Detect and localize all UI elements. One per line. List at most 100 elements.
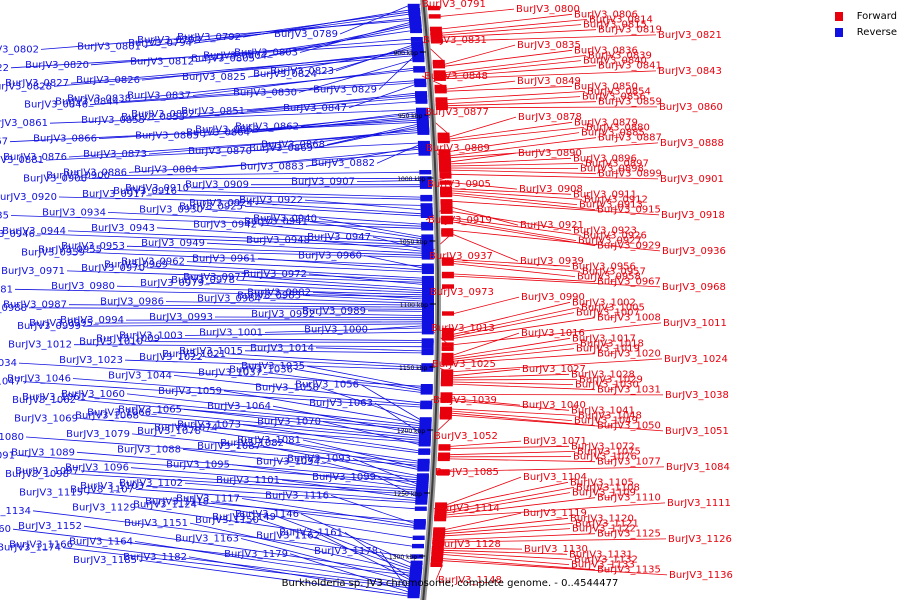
gene-label[interactable]: BurJV3_1009	[96, 334, 160, 345]
gene-label[interactable]: BurJV3_0829	[313, 84, 377, 95]
gene-label[interactable]: BurJV3_0804	[203, 51, 267, 62]
gene-label[interactable]: BurJV3_1016	[521, 328, 585, 339]
gene-label[interactable]: BurJV3_1110	[597, 493, 661, 504]
gene-label[interactable]: BurJV3_0882	[311, 158, 375, 169]
gene-label[interactable]: BurJV3_1152	[18, 521, 82, 532]
gene-label[interactable]: BurJV3_1146	[235, 509, 299, 520]
gene-label[interactable]: BurJV3_1035	[241, 361, 305, 372]
gene-label[interactable]: BurJV3_1029	[579, 374, 643, 385]
gene-label[interactable]: BurJV3_1012	[8, 340, 72, 351]
gene-label[interactable]: BurJV3_1024	[664, 354, 728, 365]
gene-label[interactable]: BurJV3_0900	[46, 171, 110, 182]
gene-label[interactable]: BurJV3_0979	[140, 278, 204, 289]
gene-label[interactable]: BurJV3_1160	[0, 524, 11, 535]
gene-label[interactable]: BurJV3_0930	[139, 204, 203, 215]
gene-label[interactable]: BurJV3_1064	[207, 401, 271, 412]
gene-label[interactable]: BurJV3_1018	[580, 338, 644, 349]
gene-label[interactable]: BurJV3_0982	[247, 287, 311, 298]
gene-label[interactable]: BurJV3_1077	[597, 457, 661, 468]
gene-label[interactable]: BurJV3_0827	[5, 78, 69, 89]
gene-label[interactable]: BurJV3_1014	[250, 343, 314, 354]
gene-label[interactable]: BurJV3_0884	[134, 164, 198, 175]
gene-label[interactable]: BurJV3_0960	[298, 251, 362, 262]
gene-label[interactable]: BurJV3_0919	[428, 215, 492, 226]
gene-label[interactable]: BurJV3_1040	[522, 400, 586, 411]
gene-label[interactable]: BurJV3_0936	[662, 246, 726, 257]
gene-label[interactable]: BurJV3_1050	[597, 421, 661, 432]
gene-label[interactable]: BurJV3_0877	[425, 107, 489, 118]
gene-label[interactable]: BurJV3_0994	[60, 315, 124, 326]
gene-label[interactable]: BurJV3_1021	[162, 349, 226, 360]
gene-label[interactable]: BurJV3_0897	[585, 158, 649, 169]
gene-label[interactable]: BurJV3_0850	[574, 81, 638, 92]
gene-label[interactable]: BurJV3_1011	[663, 318, 727, 329]
gene-label[interactable]: BurJV3_0946	[0, 229, 35, 240]
gene-label[interactable]: BurJV3_0867	[0, 137, 8, 148]
gene-label[interactable]: BurJV3_0794	[128, 38, 192, 49]
gene-label[interactable]: BurJV3_1096	[65, 463, 129, 474]
gene-label[interactable]: BurJV3_0961	[192, 254, 256, 265]
gene-label[interactable]: BurJV3_0855	[81, 115, 145, 126]
gene-label[interactable]: BurJV3_1101	[216, 475, 280, 486]
gene-label[interactable]: BurJV3_0992	[251, 309, 315, 320]
gene-label[interactable]: BurJV3_1015	[179, 346, 243, 357]
gene-label[interactable]: BurJV3_0969	[104, 260, 168, 271]
gene-label[interactable]: BurJV3_1129	[72, 503, 136, 514]
gene-label[interactable]: BurJV3_0879	[574, 117, 638, 128]
gene-label[interactable]: BurJV3_0956	[572, 261, 636, 272]
gene-label[interactable]: BurJV3_1078	[137, 426, 201, 437]
gene-label[interactable]: BurJV3_0805	[191, 54, 255, 65]
gene-label[interactable]: BurJV3_1128	[437, 539, 501, 550]
gene-label[interactable]: BurJV3_0940	[253, 214, 317, 225]
gene-label[interactable]: BurJV3_0972	[243, 269, 307, 280]
gene-label[interactable]: BurJV3_1151	[124, 518, 188, 529]
gene-label[interactable]: BurJV3_0828	[0, 81, 52, 92]
gene-label[interactable]: BurJV3_1124	[133, 500, 197, 511]
gene-label[interactable]: BurJV3_1051	[665, 426, 729, 437]
gene-label[interactable]: BurJV3_0824	[253, 69, 317, 80]
gene-label[interactable]: BurJV3_1028	[571, 369, 635, 380]
gene-label[interactable]: BurJV3_0876	[3, 152, 67, 163]
gene-label[interactable]: BurJV3_0908	[519, 184, 583, 195]
gene-label[interactable]: BurJV3_1082	[220, 438, 284, 449]
gene-label[interactable]: BurJV3_0993	[149, 312, 213, 323]
gene-label[interactable]: BurJV3_1163	[175, 534, 239, 545]
gene-label[interactable]: BurJV3_1122	[572, 524, 636, 535]
gene-label[interactable]: BurJV3_1022	[139, 352, 203, 363]
gene-label[interactable]: BurJV3_0988	[0, 303, 27, 314]
gene-label[interactable]: BurJV3_1107	[70, 484, 134, 495]
gene-label[interactable]: BurJV3_0870	[188, 146, 252, 157]
gene-label[interactable]: BurJV3_0836	[574, 45, 638, 56]
gene-label[interactable]: BurJV3_1066	[87, 407, 151, 418]
gene-label[interactable]: BurJV3_1001	[199, 327, 263, 338]
gene-label[interactable]: BurJV3_0848	[424, 71, 488, 82]
gene-label[interactable]: BurJV3_0925	[179, 201, 243, 212]
gene-label[interactable]: BurJV3_1036	[229, 364, 293, 375]
gene-label[interactable]: BurJV3_1089	[11, 447, 75, 458]
gene-label[interactable]: BurJV3_0793	[137, 35, 201, 46]
gene-label[interactable]: BurJV3_0918	[661, 210, 725, 221]
gene-label[interactable]: BurJV3_0958	[577, 272, 641, 283]
gene-label[interactable]: BurJV3_0922	[239, 195, 303, 206]
gene-label[interactable]: BurJV3_1182	[123, 552, 187, 563]
gene-label[interactable]: BurJV3_0820	[25, 60, 89, 71]
gene-label[interactable]: BurJV3_0929	[597, 241, 661, 252]
gene-label[interactable]: BurJV3_0907	[291, 177, 355, 188]
gene-label[interactable]: BurJV3_1020	[597, 349, 661, 360]
gene-label[interactable]: BurJV3_1068	[75, 410, 139, 421]
gene-label[interactable]: BurJV3_0935	[0, 211, 9, 222]
gene-label[interactable]: BurJV3_0851	[181, 106, 245, 117]
gene-label[interactable]: BurJV3_0889	[426, 143, 490, 154]
gene-label[interactable]: BurJV3_1084	[666, 462, 730, 473]
gene-label[interactable]: BurJV3_0861	[0, 118, 48, 129]
gene-label[interactable]: BurJV3_0915	[597, 205, 661, 216]
gene-label[interactable]: BurJV3_1027	[522, 364, 586, 375]
gene-label[interactable]: BurJV3_1048	[578, 410, 642, 421]
gene-label[interactable]: BurJV3_1052	[434, 431, 498, 442]
gene-label[interactable]: BurJV3_1104	[523, 472, 587, 483]
gene-label[interactable]: BurJV3_0822	[0, 63, 9, 74]
gene-label[interactable]: BurJV3_0812	[130, 57, 194, 68]
gene-label[interactable]: BurJV3_1161	[279, 527, 343, 538]
gene-label[interactable]: BurJV3_0862	[235, 121, 299, 132]
